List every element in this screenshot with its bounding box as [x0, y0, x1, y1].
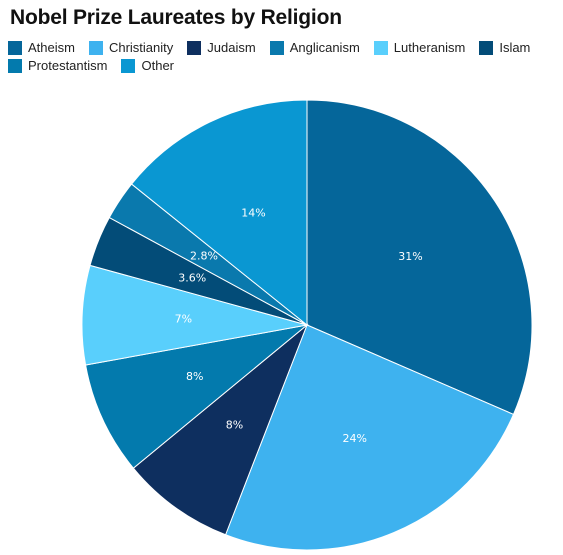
pie-slice-lutheranism[interactable] [81, 264, 308, 366]
legend-swatch [187, 40, 202, 55]
legend-label: Christianity [108, 40, 174, 55]
legend-item-anglicanism[interactable]: Anglicanism [269, 40, 360, 55]
legend-swatch [269, 40, 284, 55]
pie-slice-protestantism[interactable] [85, 324, 309, 469]
slice-label-christianity: 24% [342, 432, 366, 445]
legend-item-lutheranism[interactable]: Lutheranism [373, 40, 466, 55]
chart-legend: Atheism Christianity Judaism Anglicanism… [8, 40, 553, 73]
legend-item-christianity[interactable]: Christianity [88, 40, 174, 55]
legend-label: Lutheranism [393, 40, 466, 55]
legend-swatch [8, 58, 22, 73]
legend-item-protestantism[interactable]: Protestantism [8, 58, 107, 73]
legend-item-other[interactable]: Other [121, 58, 174, 73]
legend-swatch [121, 58, 136, 73]
slice-label-anglicanism: 2.8% [190, 249, 218, 262]
pie-slice-judaism[interactable] [132, 323, 309, 536]
chart-title: Nobel Prize Laureates by Religion [10, 6, 342, 29]
legend-label: Atheism [28, 40, 75, 55]
legend-label: Judaism [207, 40, 256, 55]
slice-label-lutheranism: 7% [175, 312, 192, 325]
slice-label-atheism: 31% [398, 250, 422, 263]
legend-item-islam[interactable]: Islam [479, 40, 530, 55]
slice-label-islam: 3.6% [178, 272, 206, 285]
slice-label-protestantism: 8% [186, 370, 203, 383]
legend-swatch [479, 40, 494, 55]
legend-swatch [373, 40, 388, 55]
legend-swatch [88, 40, 103, 55]
slice-label-other: 14% [241, 206, 265, 219]
legend-label: Anglicanism [289, 40, 360, 55]
pie-slice-atheism[interactable] [306, 99, 533, 416]
legend-label: Other [141, 58, 174, 73]
pie-slice-other[interactable] [130, 99, 308, 327]
legend-item-judaism[interactable]: Judaism [187, 40, 256, 55]
legend-item-atheism[interactable]: Atheism [8, 40, 75, 55]
slice-labels: 31% 24% 8% 8% 7% 3.6% 2.8% 14% [175, 206, 423, 445]
pie-slice-christianity[interactable] [224, 324, 515, 551]
slice-label-judaism: 8% [226, 418, 243, 431]
legend-label: Protestantism [28, 58, 108, 73]
legend-label: Islam [499, 40, 531, 55]
legend-swatch [8, 40, 22, 55]
